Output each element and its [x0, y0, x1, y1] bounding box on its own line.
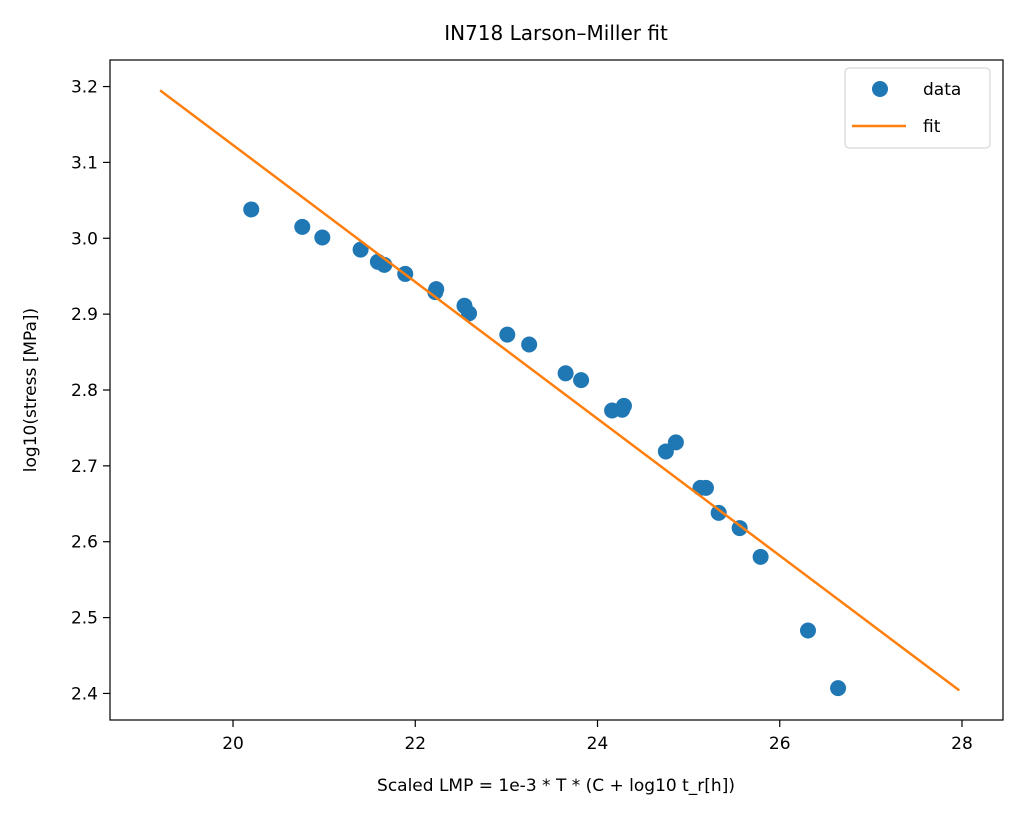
x-tick-label: 20	[222, 734, 244, 754]
legend-data-marker	[872, 81, 888, 97]
data-point	[697, 479, 714, 496]
plot-area	[159, 89, 961, 697]
data-point	[799, 622, 816, 639]
data-point	[314, 229, 331, 246]
x-axis-label: Scaled LMP = 1e-3 * T * (C + log10 t_r[h…	[377, 776, 735, 796]
legend-data-label: data	[923, 80, 961, 100]
data-point	[557, 365, 574, 382]
x-tick-label: 24	[587, 734, 609, 754]
data-point	[830, 680, 847, 697]
fit-line	[159, 89, 961, 692]
x-tick-label: 22	[404, 734, 426, 754]
data-point	[461, 305, 478, 322]
y-tick-label: 2.4	[71, 684, 98, 704]
x-tick-label: 28	[951, 734, 973, 754]
data-point	[615, 397, 632, 414]
data-point	[667, 434, 684, 451]
y-axis-label: log10(stress [MPa])	[21, 308, 41, 472]
data-point	[243, 201, 260, 218]
data-point	[352, 241, 369, 258]
y-axis: 2.4 2.5 2.6 2.7 2.8 2.9 3.0 3.1 3.2	[71, 78, 110, 704]
axes-frame	[109, 59, 1004, 721]
data-point	[710, 504, 727, 521]
data-point	[521, 336, 538, 353]
data-point	[499, 326, 516, 343]
legend: data fit	[844, 67, 991, 149]
data-point	[752, 548, 769, 565]
y-tick-label: 3.0	[71, 229, 98, 249]
legend-fit-label: fit	[923, 117, 941, 137]
x-axis: 20 22 24 26 28	[222, 720, 973, 754]
chart-title: IN718 Larson–Miller fit	[444, 21, 668, 45]
y-tick-label: 2.9	[71, 305, 98, 325]
y-tick-label: 2.8	[71, 381, 98, 401]
y-tick-label: 2.7	[71, 457, 98, 477]
legend-frame	[844, 67, 991, 149]
y-tick-label: 3.1	[71, 153, 98, 173]
y-tick-label: 2.6	[71, 533, 98, 553]
x-tick-label: 26	[769, 734, 791, 754]
data-point	[294, 218, 311, 235]
y-tick-label: 2.5	[71, 609, 98, 629]
data-point	[573, 372, 590, 389]
y-tick-label: 3.2	[71, 78, 98, 98]
